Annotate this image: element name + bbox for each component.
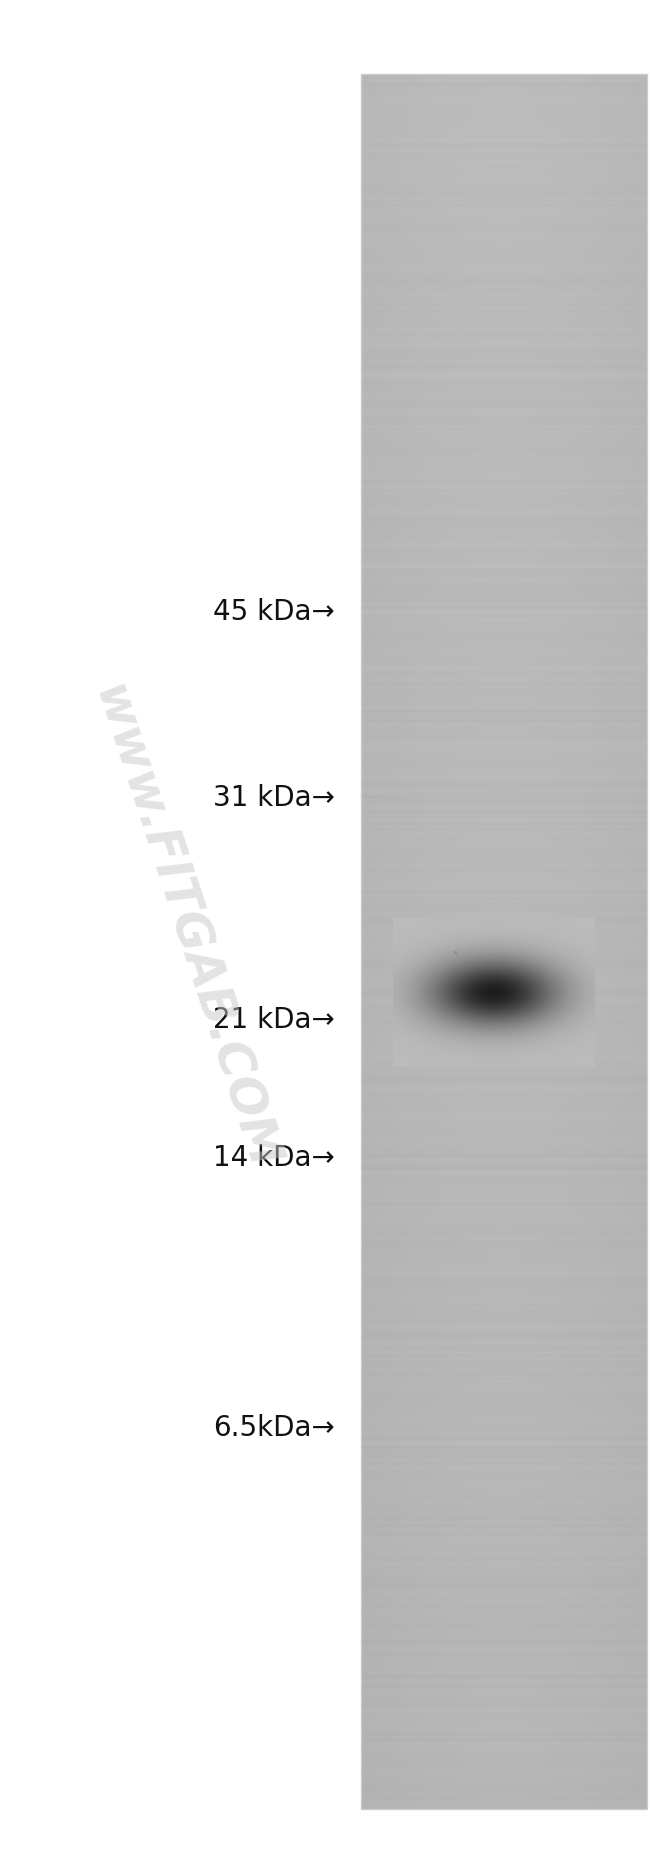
Text: 21 kDa→: 21 kDa→ <box>213 1005 335 1035</box>
Text: 31 kDa→: 31 kDa→ <box>213 783 335 812</box>
Bar <box>361 74 647 1809</box>
Text: www.FITGAB.COM: www.FITGAB.COM <box>84 679 287 1176</box>
Text: 14 kDa→: 14 kDa→ <box>213 1143 335 1172</box>
Text: 45 kDa→: 45 kDa→ <box>213 597 335 627</box>
Text: 6.5kDa→: 6.5kDa→ <box>213 1414 335 1443</box>
